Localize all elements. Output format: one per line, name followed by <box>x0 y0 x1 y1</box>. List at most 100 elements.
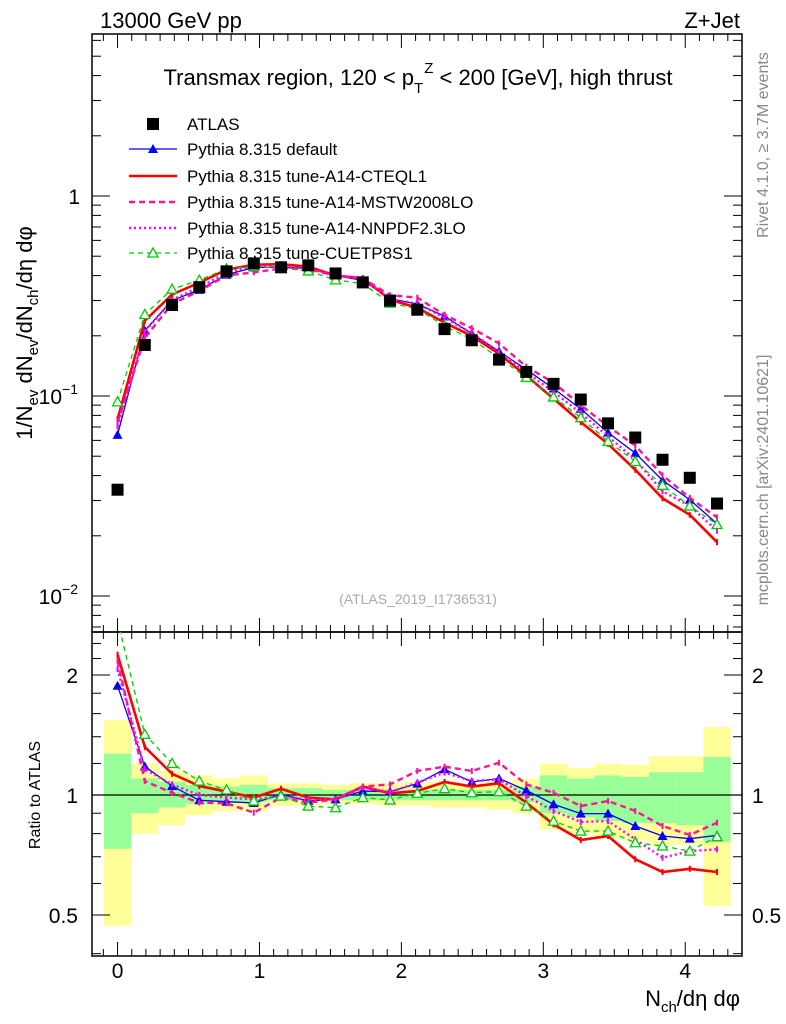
x-axis-label: Nch/dη dφ <box>645 986 740 1016</box>
x-tick-label: 4 <box>679 960 691 983</box>
main-series-marker <box>656 478 669 490</box>
analysis-id: (ATLAS_2019_I1736531) <box>339 591 497 607</box>
ratio-tick-label: 0.5 <box>49 905 78 928</box>
ratio-tick-label: 1 <box>66 785 78 808</box>
atlas-data-point <box>547 377 560 390</box>
atlas-data-point <box>683 471 696 484</box>
main-series-marker <box>111 395 124 407</box>
atlas-data-point <box>356 276 369 289</box>
energy-label: 13000 GeV pp <box>100 8 242 33</box>
ratio-series-marker <box>630 821 641 831</box>
ratio-series-marker <box>657 831 668 841</box>
main-curves <box>111 257 724 546</box>
ratio-series-marker <box>492 785 506 797</box>
process-label: Z+Jet <box>684 8 740 33</box>
main-series-marker <box>547 390 560 402</box>
ratio-series-marker <box>438 782 451 794</box>
ratio-series-marker <box>547 814 560 826</box>
ratio-series-marker <box>465 786 478 798</box>
main-series-marker <box>138 308 151 320</box>
atlas-data-point <box>465 334 478 347</box>
y-tick-label: 10−2 <box>39 581 79 609</box>
ratio-series-marker <box>575 808 586 818</box>
legend-label: Pythia 8.315 tune-A14-MSTW2008LO <box>187 193 473 212</box>
legend-marker <box>148 144 158 153</box>
legend-marker <box>146 246 160 258</box>
ratio-frame <box>91 631 743 957</box>
y-tick-exponent: −2 <box>62 581 78 597</box>
ratio-series-marker <box>220 783 233 795</box>
ratio-series-marker <box>193 774 206 786</box>
atlas-data-point <box>438 323 451 336</box>
main-series-marker <box>630 448 641 458</box>
ratio-series-marker <box>601 824 615 836</box>
ratio-tick-label-right: 1 <box>752 785 764 808</box>
ratio-series-marker <box>521 785 532 795</box>
main-series-marker <box>683 499 696 511</box>
ratio-series-marker <box>411 786 424 798</box>
rivet-version-label: Rivet 4.1.0, ≥ 3.7M events <box>755 52 772 238</box>
atlas-data-point <box>384 294 397 307</box>
curves <box>111 257 724 875</box>
ratio-series-marker <box>684 833 695 843</box>
legend: ATLAS Pythia 8.315 default Pythia 8.315 tu… <box>129 115 473 263</box>
main-series-line <box>116 265 718 525</box>
ratio-tick-label-right: 2 <box>752 665 764 688</box>
stat-uncertainty-band <box>648 772 677 824</box>
ratio-series-marker <box>274 789 288 801</box>
plot-title: Transmax region, 120 < pTZ < 200 [GeV], … <box>164 60 673 97</box>
atlas-data-point <box>166 299 179 312</box>
x-tick-label: 3 <box>537 960 549 983</box>
ratio-series-marker <box>520 799 533 811</box>
stat-uncertainty-band <box>103 753 132 849</box>
x-tick-label: 0 <box>112 960 124 983</box>
atlas-data-point <box>602 417 615 430</box>
main-series-marker <box>112 429 123 439</box>
atlas-data-point <box>111 483 124 496</box>
y-tick-label: 1 <box>68 186 80 209</box>
atlas-data-point <box>493 353 506 366</box>
legend-atlas-label: ATLAS <box>187 115 240 134</box>
atlas-data-point <box>138 338 151 351</box>
atlas-data-point <box>574 393 587 406</box>
main-series-marker <box>629 455 642 467</box>
legend-atlas-marker <box>147 118 159 130</box>
ratio-tick-label: 2 <box>66 665 78 688</box>
atlas-data-point <box>629 431 642 444</box>
main-series-marker <box>601 435 615 447</box>
ratio-series-marker <box>656 839 669 851</box>
ratio-series-marker <box>302 799 315 811</box>
legend-label: Pythia 8.315 tune-A14-NNPDF2.3LO <box>187 219 466 238</box>
atlas-data-point <box>411 303 424 316</box>
ratio-series-marker <box>683 844 696 856</box>
atlas-data-point <box>247 257 260 270</box>
ratio-series-marker <box>574 824 587 836</box>
ratio-series-marker <box>710 830 724 842</box>
atlas-data-point <box>329 267 342 280</box>
ratio-series-marker <box>548 799 559 809</box>
x-tick-label: 1 <box>254 960 266 983</box>
ratio-tick-label-right: 0.5 <box>752 905 781 928</box>
ratio-series-marker <box>165 757 179 769</box>
legend-label: Pythia 8.315 tune-CUETP8S1 <box>187 244 413 263</box>
ratio-series-marker <box>629 836 642 848</box>
stat-uncertainty-band <box>676 772 704 826</box>
atlas-data-point <box>275 261 288 274</box>
ratio-series-marker <box>383 793 397 805</box>
ratio-series-marker <box>247 794 260 806</box>
mcplots-label: mcplots.cern.ch [arXiv:2401.10621] <box>755 355 772 606</box>
ratio-series-marker <box>603 808 614 818</box>
legend-label: Pythia 8.315 tune-A14-CTEQL1 <box>187 167 427 186</box>
atlas-data-point <box>656 453 669 466</box>
ratio-curves <box>112 632 724 875</box>
atlas-data-point <box>220 265 233 278</box>
ratio-y-axis-label: Ratio to ATLAS <box>27 741 44 849</box>
legend-label: Pythia 8.315 default <box>187 140 338 159</box>
main-series-marker <box>165 282 179 294</box>
stat-uncertainty-band <box>621 776 649 824</box>
atlas-data-point <box>520 365 533 378</box>
ratio-series-marker <box>356 791 369 803</box>
main-series-marker <box>710 518 724 530</box>
